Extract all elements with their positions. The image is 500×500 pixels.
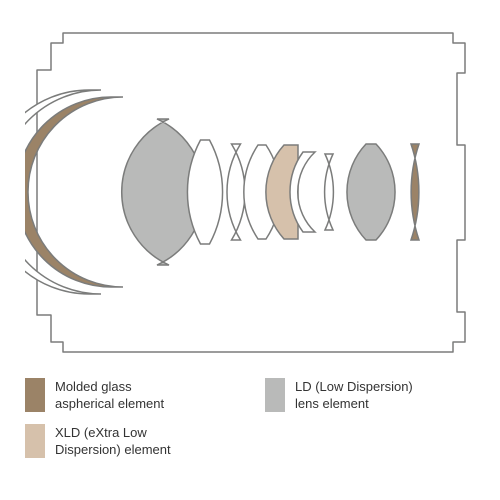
lens-element-10 — [411, 144, 419, 240]
legend-label: XLD (eXtra LowDispersion) element — [55, 424, 171, 458]
lens-element-8 — [325, 154, 334, 230]
lens-cross-section-diagram — [25, 25, 475, 360]
legend-item: XLD (eXtra LowDispersion) element — [25, 424, 265, 458]
legend-item: LD (Low Dispersion)lens element — [265, 378, 465, 412]
legend-swatch — [25, 424, 45, 458]
lens-element-1 — [25, 97, 123, 287]
legend-label: LD (Low Dispersion)lens element — [295, 378, 413, 412]
legend-label: Molded glassaspherical element — [55, 378, 164, 412]
legend-swatch — [25, 378, 45, 412]
lens-element-4 — [227, 144, 245, 240]
lens-svg — [25, 25, 475, 360]
lens-element-9 — [347, 144, 395, 240]
legend-swatch — [265, 378, 285, 412]
legend: Molded glassaspherical element LD (Low Di… — [25, 378, 475, 470]
legend-item: Molded glassaspherical element — [25, 378, 265, 412]
